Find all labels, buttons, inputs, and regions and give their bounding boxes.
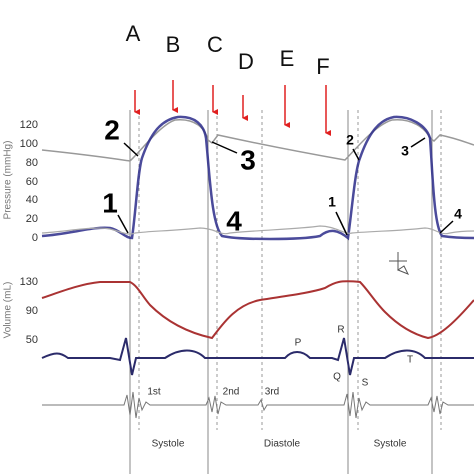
arrows (134, 80, 331, 136)
large-marker: 2 (104, 114, 120, 145)
volume-curve (41, 280, 474, 340)
ecg-trace (41, 337, 474, 376)
ecg-label: Q (333, 372, 341, 383)
axis-label: Volume (mL) (3, 282, 14, 339)
phase-letter: A (126, 21, 141, 46)
small-marker: 1 (328, 194, 336, 210)
leader (439, 220, 454, 234)
tick-label: 20 (26, 213, 38, 225)
tick-label: 40 (26, 194, 38, 206)
leader (410, 137, 426, 148)
leader (123, 142, 139, 157)
move-cursor-icon (389, 252, 410, 275)
large-marker: 1 (102, 187, 118, 218)
ecg-label: R (337, 325, 344, 336)
tick-label: 100 (20, 138, 38, 150)
tick-label: 50 (26, 334, 38, 346)
phase-letter: E (280, 46, 295, 71)
tick-label: 60 (26, 176, 38, 188)
leader (335, 211, 348, 236)
ecg-label: P (295, 338, 302, 349)
phase-label: Systole (152, 439, 185, 450)
large-marker: 3 (240, 144, 256, 175)
phase-letter: D (238, 49, 254, 74)
ventricular-pressure (41, 115, 474, 241)
leader (117, 214, 129, 234)
phase-letter: F (316, 54, 329, 79)
phase-letter: C (207, 32, 223, 57)
sound-label: 3rd (265, 387, 279, 398)
sound-label: 1st (147, 387, 161, 398)
tick-label: 130 (20, 276, 38, 288)
axis-label: Pressure (mmHg) (3, 141, 14, 220)
leader (211, 141, 238, 154)
small-marker: 3 (401, 143, 409, 159)
phase-label: Diastole (264, 439, 301, 450)
large-marker: 4 (226, 205, 242, 236)
heart-sound-trace (42, 391, 474, 419)
phase-letter: B (166, 32, 181, 57)
ecg-label: T (407, 355, 413, 366)
phase-lines (129, 110, 442, 474)
atrial-pressure (41, 225, 474, 235)
tick-label: 0 (32, 232, 38, 244)
tick-label: 90 (26, 305, 38, 317)
small-marker: 4 (454, 206, 462, 222)
sound-label: 2nd (223, 387, 240, 398)
small-marker: 2 (346, 132, 354, 148)
phase-label: Systole (374, 439, 407, 450)
leader (352, 148, 360, 161)
tick-label: 120 (20, 119, 38, 131)
ecg-label: S (362, 378, 369, 389)
tick-label: 80 (26, 157, 38, 169)
